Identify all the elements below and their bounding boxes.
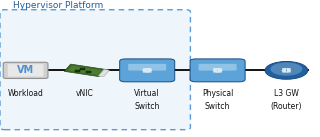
FancyBboxPatch shape <box>75 70 80 72</box>
Text: Workload: Workload <box>8 89 44 98</box>
Polygon shape <box>98 69 109 77</box>
FancyBboxPatch shape <box>3 62 48 79</box>
Circle shape <box>270 62 302 76</box>
Circle shape <box>265 62 308 79</box>
Polygon shape <box>64 64 105 77</box>
FancyBboxPatch shape <box>80 68 85 70</box>
FancyBboxPatch shape <box>120 59 175 82</box>
Text: vNIC: vNIC <box>76 89 94 98</box>
FancyBboxPatch shape <box>190 59 245 82</box>
Text: Physical: Physical <box>202 89 233 98</box>
Text: Virtual: Virtual <box>134 89 160 98</box>
Text: VM: VM <box>17 65 34 75</box>
Text: L3 GW: L3 GW <box>274 89 299 98</box>
FancyBboxPatch shape <box>8 64 44 77</box>
FancyBboxPatch shape <box>128 64 166 71</box>
FancyBboxPatch shape <box>199 64 236 71</box>
Text: (Router): (Router) <box>271 102 302 111</box>
Text: Switch: Switch <box>205 102 230 111</box>
Polygon shape <box>67 65 102 75</box>
FancyBboxPatch shape <box>0 10 190 130</box>
Text: Hypervisor Platform: Hypervisor Platform <box>13 1 103 10</box>
Text: Switch: Switch <box>134 102 160 111</box>
FancyBboxPatch shape <box>86 72 91 73</box>
